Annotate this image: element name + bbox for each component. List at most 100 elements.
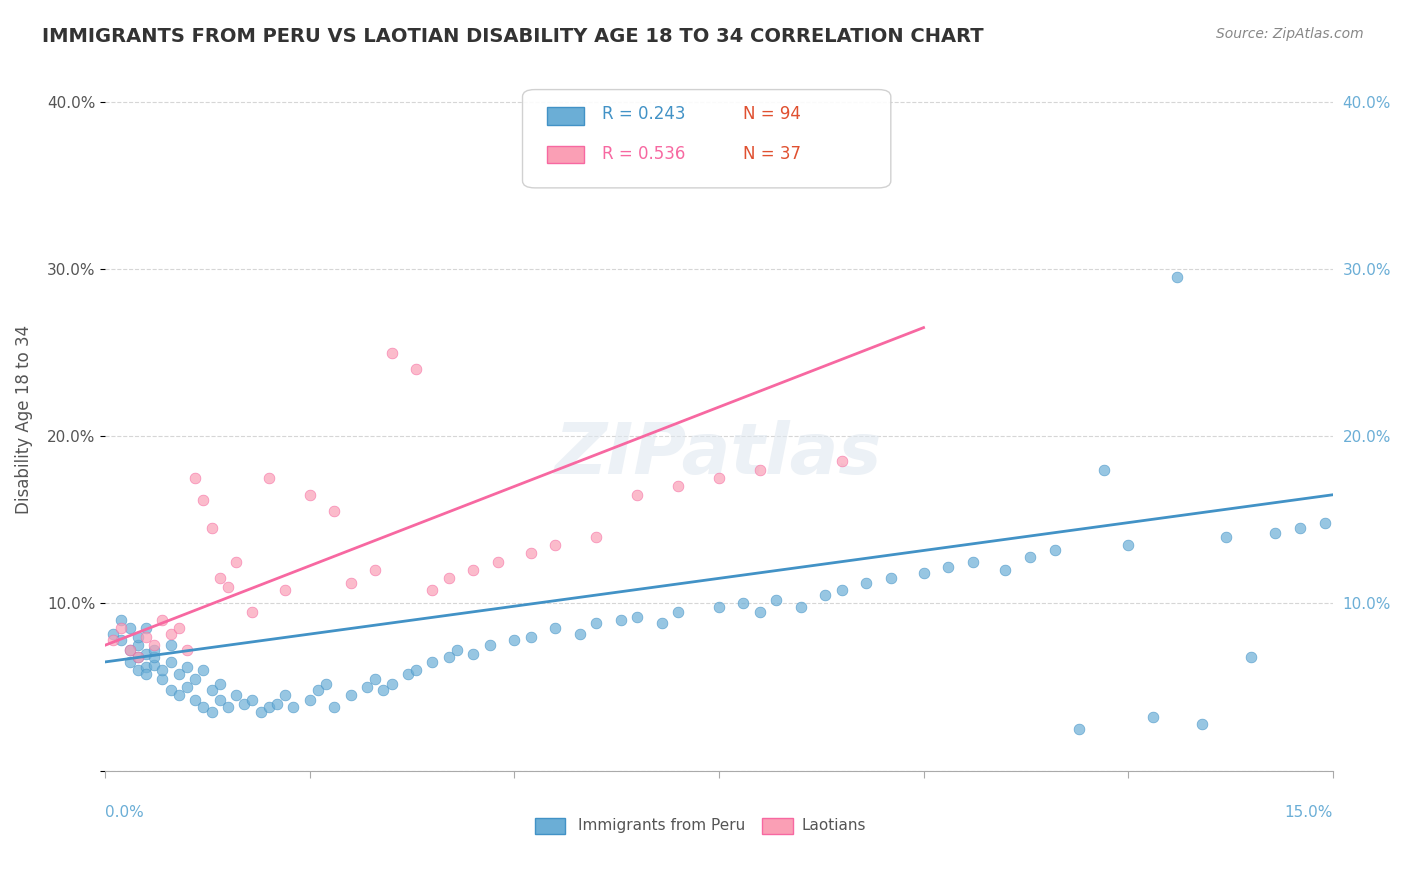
Text: Source: ZipAtlas.com: Source: ZipAtlas.com — [1216, 27, 1364, 41]
Point — [1116, 538, 1139, 552]
Point — [152, 613, 174, 627]
Text: ZIPatlas: ZIPatlas — [555, 420, 883, 489]
Point — [127, 630, 149, 644]
Point — [733, 596, 755, 610]
Point — [356, 680, 378, 694]
Point — [127, 638, 149, 652]
Point — [135, 647, 157, 661]
Point — [666, 479, 689, 493]
Point — [274, 689, 297, 703]
Point — [127, 663, 149, 677]
Point — [176, 643, 198, 657]
Point — [1240, 649, 1263, 664]
Point — [405, 362, 427, 376]
Point — [298, 488, 321, 502]
Point — [152, 663, 174, 677]
Text: R = 0.536: R = 0.536 — [602, 145, 686, 163]
Point — [912, 566, 935, 581]
Text: Laotians: Laotians — [801, 818, 866, 833]
FancyBboxPatch shape — [762, 818, 793, 834]
Point — [880, 571, 903, 585]
Point — [143, 658, 166, 673]
Point — [152, 672, 174, 686]
Point — [1289, 521, 1312, 535]
FancyBboxPatch shape — [547, 107, 583, 125]
Point — [339, 576, 361, 591]
Point — [1019, 549, 1042, 564]
Point — [422, 655, 444, 669]
Point — [707, 599, 730, 614]
Point — [478, 638, 501, 652]
Point — [118, 622, 141, 636]
Point — [127, 649, 149, 664]
Point — [373, 683, 395, 698]
Point — [159, 626, 181, 640]
Point — [315, 676, 337, 690]
Point — [339, 689, 361, 703]
Text: Immigrants from Peru: Immigrants from Peru — [578, 818, 745, 833]
Point — [274, 582, 297, 597]
Point — [446, 643, 468, 657]
Point — [1313, 516, 1336, 531]
Point — [748, 605, 770, 619]
Text: 0.0%: 0.0% — [105, 805, 143, 821]
Point — [1215, 530, 1237, 544]
Point — [994, 563, 1017, 577]
Point — [1092, 463, 1115, 477]
Point — [110, 622, 132, 636]
Point — [283, 700, 305, 714]
Point — [103, 633, 125, 648]
Point — [233, 697, 256, 711]
Point — [193, 700, 215, 714]
Point — [1264, 526, 1286, 541]
Text: 15.0%: 15.0% — [1285, 805, 1333, 821]
Point — [184, 672, 207, 686]
Point — [159, 683, 181, 698]
Point — [135, 666, 157, 681]
Point — [103, 626, 125, 640]
FancyBboxPatch shape — [523, 89, 891, 188]
Point — [118, 643, 141, 657]
Point — [364, 672, 387, 686]
Point — [242, 605, 264, 619]
Point — [135, 660, 157, 674]
Point — [143, 643, 166, 657]
Point — [707, 471, 730, 485]
Y-axis label: Disability Age 18 to 34: Disability Age 18 to 34 — [15, 325, 32, 514]
Point — [208, 693, 231, 707]
Point — [1067, 722, 1090, 736]
Point — [135, 622, 157, 636]
Point — [463, 563, 485, 577]
Text: N = 94: N = 94 — [744, 105, 801, 123]
Point — [118, 643, 141, 657]
Point — [405, 663, 427, 677]
Point — [118, 655, 141, 669]
Point — [519, 630, 541, 644]
Point — [159, 655, 181, 669]
Point — [110, 633, 132, 648]
Point — [257, 471, 280, 485]
Point — [486, 555, 509, 569]
Point — [585, 530, 607, 544]
Point — [242, 693, 264, 707]
Point — [651, 616, 673, 631]
Point — [217, 580, 239, 594]
Point — [364, 563, 387, 577]
Point — [962, 555, 984, 569]
Point — [266, 697, 288, 711]
Point — [544, 622, 567, 636]
Point — [765, 593, 787, 607]
Point — [323, 504, 346, 518]
Point — [193, 492, 215, 507]
Point — [167, 622, 190, 636]
Point — [200, 683, 222, 698]
Point — [666, 605, 689, 619]
Point — [257, 700, 280, 714]
Point — [568, 626, 591, 640]
Point — [463, 647, 485, 661]
FancyBboxPatch shape — [547, 145, 583, 163]
Point — [208, 571, 231, 585]
Point — [225, 555, 247, 569]
Point — [1191, 716, 1213, 731]
Point — [831, 454, 853, 468]
